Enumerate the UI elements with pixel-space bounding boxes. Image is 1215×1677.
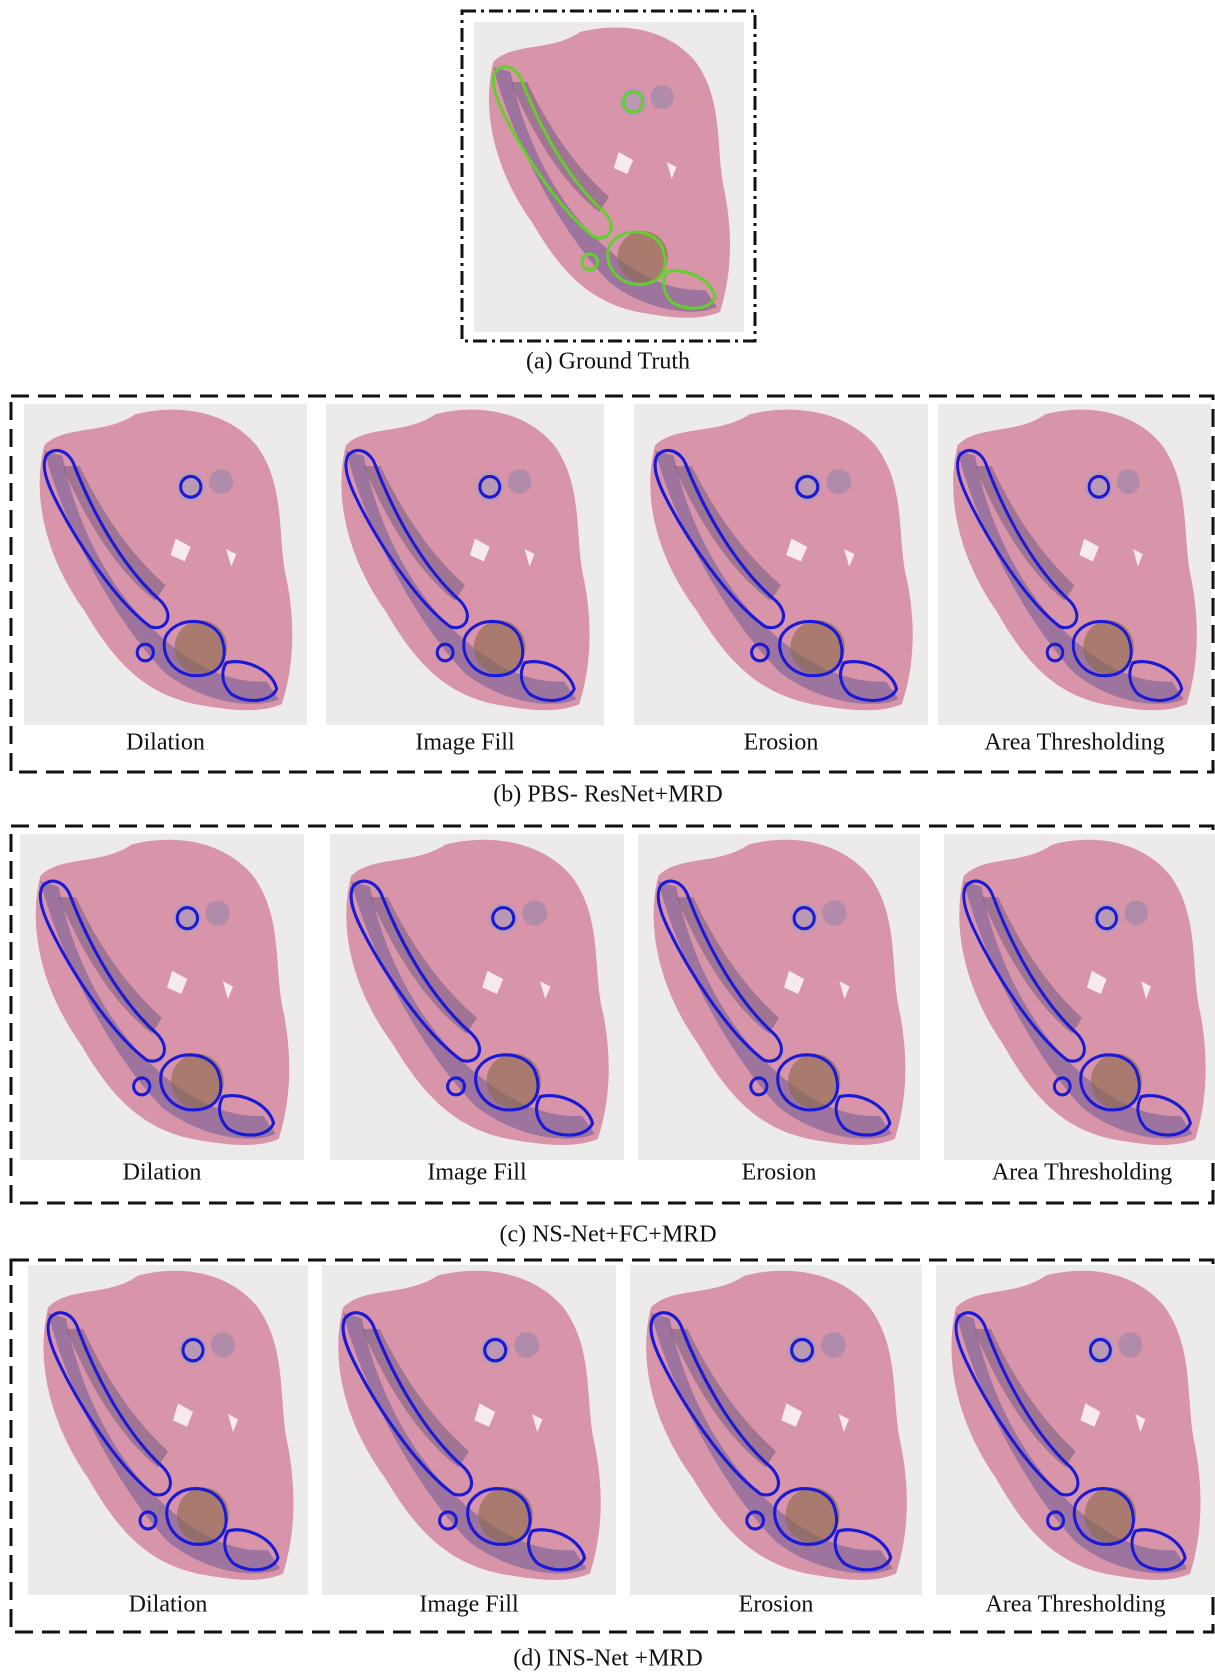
sub-label: Area Thresholding [984, 730, 1164, 756]
sub-label: Image Fill [415, 730, 515, 756]
sub-label: Dilation [129, 1592, 208, 1618]
sub-label: Area Thresholding [985, 1592, 1165, 1618]
panel-caption: (b) PBS- ResNet+MRD [493, 782, 723, 808]
panel-caption: (d) INS-Net +MRD [513, 1646, 703, 1672]
sub-label: Image Fill [419, 1592, 519, 1618]
panels: (a) Ground Truth Dilation Image Fill Erosio… [9, 9, 1215, 1672]
panel-caption: (c) NS-Net+FC+MRD [499, 1222, 716, 1248]
sub-label: Dilation [123, 1160, 202, 1186]
sub-label: Area Thresholding [992, 1160, 1172, 1186]
sub-label: Dilation [126, 730, 205, 756]
panel-frame [9, 394, 1215, 774]
panel-caption: (a) Ground Truth [526, 349, 690, 375]
sub-label: Image Fill [427, 1160, 527, 1186]
sub-label: Erosion [744, 730, 819, 756]
panel-frame [460, 9, 757, 343]
sub-label: Erosion [742, 1160, 817, 1186]
sub-label: Erosion [739, 1592, 814, 1618]
